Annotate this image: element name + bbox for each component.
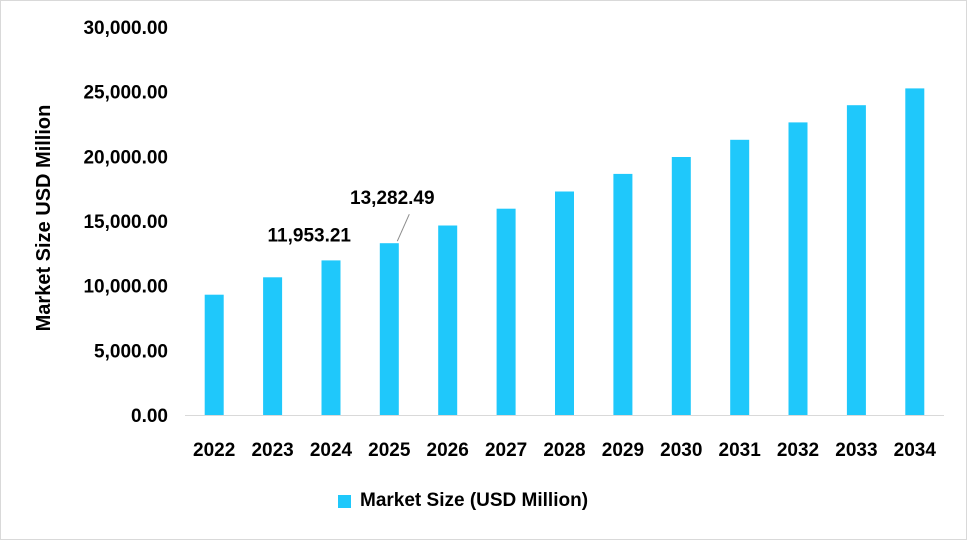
x-tick-label: 2027 [485, 440, 527, 461]
x-tick-label: 2025 [368, 440, 411, 461]
bar [730, 139, 750, 416]
x-tick-label: 2026 [427, 440, 469, 461]
y-tick-label: 5,000.00 [94, 341, 168, 362]
bar [496, 208, 516, 415]
bar [263, 277, 283, 415]
y-tick-label: 10,000.00 [83, 277, 168, 298]
x-tick-label: 2023 [251, 440, 293, 461]
bars-group [204, 88, 925, 416]
data-labels-group: 11,953.21 13,282.49 [268, 188, 435, 246]
y-tick-label: 15,000.00 [83, 212, 168, 233]
bar [321, 260, 341, 415]
data-label: 11,953.21 [268, 225, 352, 246]
y-tick-label: 30,000.00 [83, 18, 168, 39]
y-tick-label: 25,000.00 [83, 83, 168, 104]
x-tick-label: 2028 [543, 440, 585, 461]
x-tick-label: 2029 [602, 440, 644, 461]
y-axis-ticks: 0.00 5,000.00 10,000.00 15,000.00 20,000.00 2… [83, 18, 168, 427]
x-tick-label: 2024 [310, 440, 353, 461]
bar [846, 105, 866, 415]
legend-label: Market Size (USD Million) [360, 490, 589, 511]
bar [671, 157, 691, 415]
bar [613, 173, 633, 415]
legend: Market Size (USD Million) [338, 490, 588, 512]
x-tick-label: 2030 [660, 440, 702, 461]
x-axis-ticks: 2022 2023 2024 2025 2026 2027 2028 2029 2030 2031… [193, 440, 936, 461]
bar [788, 122, 808, 416]
bar [905, 88, 925, 416]
data-label: 13,282.49 [350, 188, 435, 209]
bar [438, 225, 458, 415]
x-tick-label: 2033 [835, 440, 877, 461]
y-tick-label: 0.00 [131, 406, 168, 427]
x-tick-label: 2022 [193, 440, 235, 461]
data-label-leader-line [396, 213, 410, 242]
bar [204, 294, 224, 415]
bar [555, 191, 574, 415]
x-tick-label: 2032 [777, 440, 819, 461]
x-tick-label: 2031 [719, 440, 762, 461]
x-tick-label: 2034 [894, 440, 937, 461]
bar [379, 243, 399, 415]
y-tick-label: 20,000.00 [83, 147, 168, 168]
y-axis-title: Market Size USD Million [33, 105, 55, 332]
legend-swatch [338, 494, 351, 508]
